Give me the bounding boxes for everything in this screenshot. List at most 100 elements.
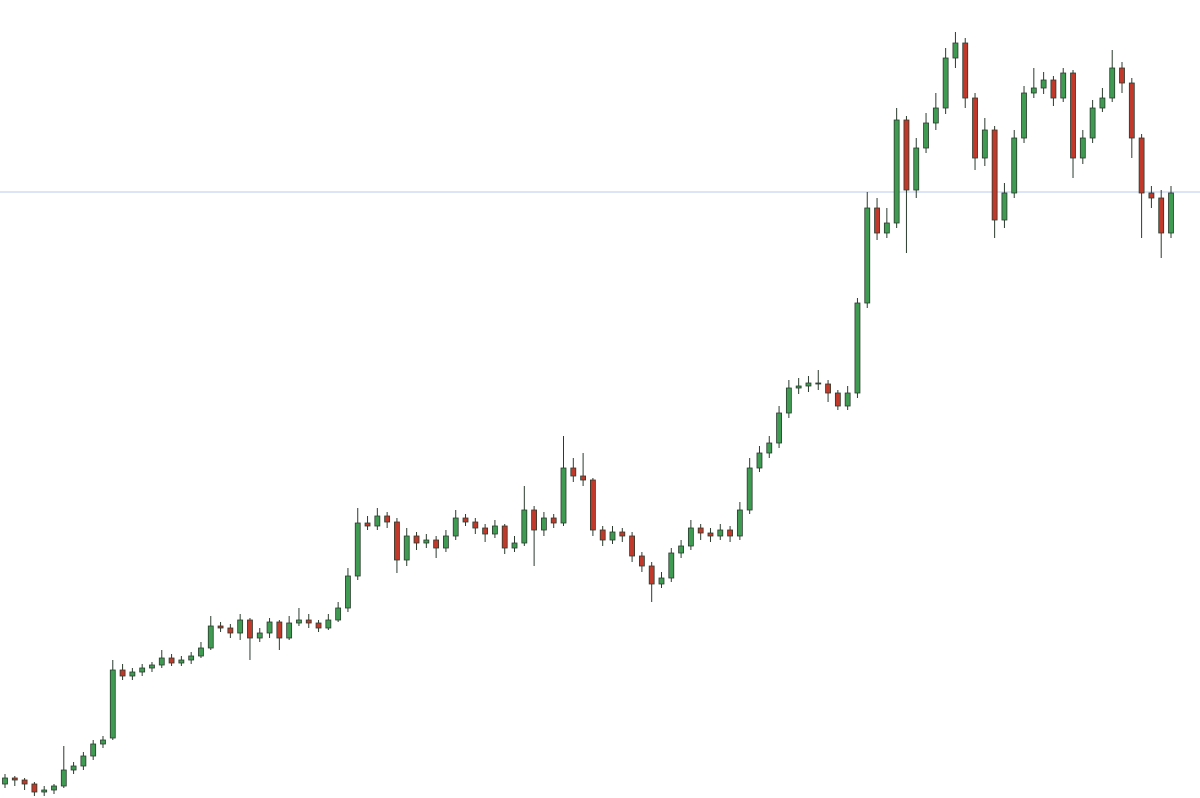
candle-body bbox=[60, 769, 67, 787]
candle-body bbox=[746, 467, 753, 511]
candle-body bbox=[1119, 67, 1125, 84]
candle-body bbox=[70, 765, 77, 771]
candle-body bbox=[462, 517, 469, 523]
candle-body bbox=[413, 535, 420, 544]
candle-body bbox=[981, 129, 988, 159]
candle-body bbox=[394, 521, 400, 561]
candle-body bbox=[874, 207, 880, 234]
candle-body bbox=[1050, 79, 1057, 99]
candle-body bbox=[1060, 72, 1067, 99]
candle-body bbox=[100, 739, 106, 745]
candle-body bbox=[276, 621, 283, 639]
candle-body bbox=[864, 207, 871, 304]
candle-body bbox=[2, 777, 8, 785]
candle-body bbox=[109, 669, 116, 739]
candle-body bbox=[492, 525, 498, 535]
candle-body bbox=[629, 535, 635, 557]
candle-body bbox=[501, 525, 508, 549]
candle-body bbox=[129, 671, 136, 677]
candle-body bbox=[472, 521, 479, 529]
candle-body bbox=[962, 42, 969, 99]
candle-body bbox=[158, 657, 165, 666]
candle-body bbox=[207, 625, 214, 649]
candle-body bbox=[697, 527, 704, 534]
candle-body bbox=[785, 387, 792, 414]
candle-body bbox=[599, 529, 606, 541]
candle-body bbox=[90, 743, 97, 757]
candle-body bbox=[482, 527, 489, 535]
candle-body bbox=[1001, 192, 1008, 221]
candle-body bbox=[119, 669, 126, 677]
candle-body bbox=[1148, 192, 1155, 199]
candle-body bbox=[168, 657, 175, 664]
candle-body bbox=[149, 664, 155, 669]
candle-body bbox=[844, 392, 851, 407]
candle-body bbox=[991, 129, 998, 221]
candle-body bbox=[707, 532, 714, 537]
candle-body bbox=[217, 625, 224, 629]
candle-body bbox=[198, 647, 204, 657]
candle-body bbox=[325, 619, 332, 629]
candle-body bbox=[1128, 82, 1135, 139]
candle-body bbox=[1070, 72, 1076, 159]
candle-body bbox=[550, 517, 557, 524]
candle-body bbox=[364, 522, 371, 527]
candle-body bbox=[521, 509, 528, 544]
candle-body bbox=[1099, 97, 1106, 109]
candle-body bbox=[923, 122, 929, 149]
candle-body bbox=[795, 385, 802, 389]
candle-body bbox=[687, 527, 694, 547]
candle-body bbox=[717, 529, 724, 537]
candle-body bbox=[305, 619, 312, 624]
candle-body bbox=[433, 539, 440, 549]
candle-body bbox=[570, 467, 577, 477]
candle-body bbox=[815, 382, 822, 385]
candle-body bbox=[237, 619, 244, 634]
candle-body bbox=[247, 619, 253, 639]
candle-body bbox=[335, 607, 342, 621]
candle-body bbox=[932, 107, 939, 124]
candle-body bbox=[619, 531, 626, 537]
candle-body bbox=[423, 539, 430, 544]
candle-body bbox=[854, 302, 861, 394]
candle-body bbox=[883, 222, 890, 234]
candle-body bbox=[727, 529, 733, 537]
candle-body bbox=[756, 452, 763, 469]
candle-body bbox=[188, 655, 195, 661]
candle-body bbox=[942, 57, 949, 109]
candle-body bbox=[776, 412, 782, 444]
candle-body bbox=[41, 789, 48, 793]
candle-body bbox=[560, 467, 567, 524]
candle-body bbox=[345, 575, 351, 609]
candle-body bbox=[834, 392, 841, 407]
candle-body bbox=[531, 509, 538, 531]
candle-body bbox=[1021, 92, 1027, 139]
candle-body bbox=[678, 545, 684, 554]
candle-body bbox=[805, 382, 812, 387]
candle-body bbox=[256, 632, 263, 639]
candle-body bbox=[374, 515, 381, 527]
candle-body bbox=[580, 475, 587, 481]
candle-body bbox=[1158, 197, 1165, 234]
candle-body bbox=[972, 97, 978, 159]
candle-body bbox=[1138, 137, 1145, 194]
candle-body bbox=[589, 479, 596, 531]
candle-body bbox=[1079, 137, 1086, 159]
candle-body bbox=[296, 619, 302, 624]
candle-body bbox=[384, 515, 391, 523]
candle-body bbox=[286, 622, 293, 639]
candle-body bbox=[893, 119, 900, 224]
candle-body bbox=[21, 779, 28, 785]
candle-body bbox=[638, 555, 645, 567]
candle-body bbox=[1040, 79, 1047, 89]
candle-body bbox=[541, 517, 547, 531]
candle-body bbox=[443, 535, 449, 549]
candle-body bbox=[1168, 192, 1174, 234]
candle-body bbox=[668, 552, 675, 579]
candle-body bbox=[31, 783, 38, 793]
candle-body bbox=[511, 542, 518, 549]
candle-body bbox=[736, 509, 743, 537]
candle-body bbox=[913, 147, 920, 191]
candle-body bbox=[1011, 137, 1018, 194]
